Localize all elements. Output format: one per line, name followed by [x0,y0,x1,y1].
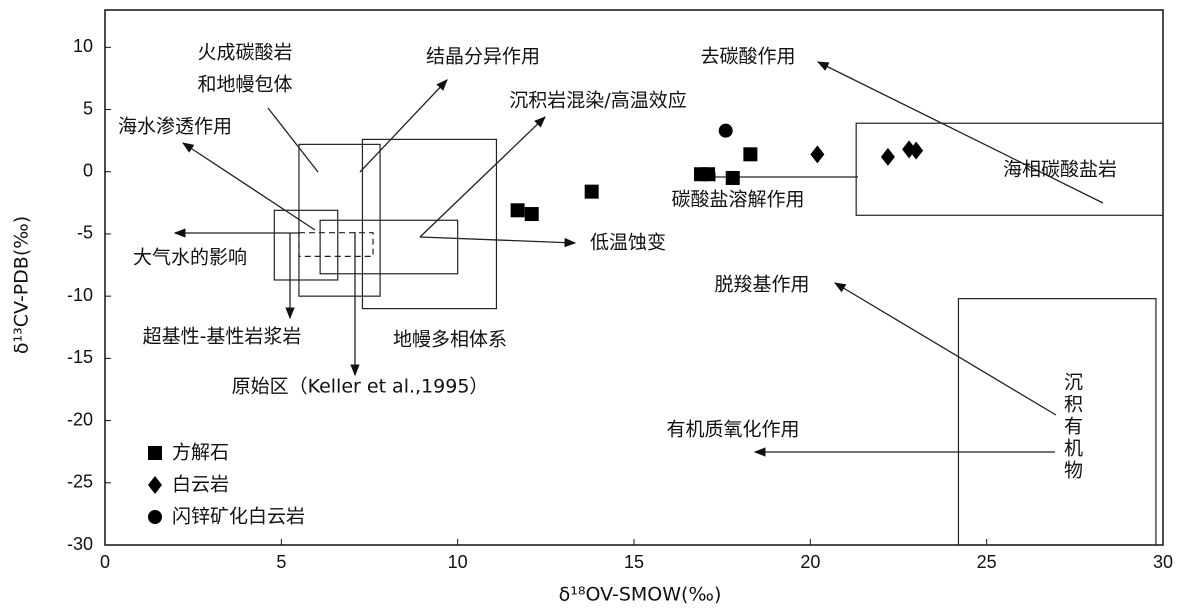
annotation: 沉积岩混染/高温效应 [509,90,686,112]
y-tick-label: -10 [67,285,93,305]
y-tick-label: -5 [77,223,93,243]
annotation: 和地幔包体 [197,74,292,96]
annotation: 脱羧基作用 [714,274,809,296]
region [273,209,339,281]
arrow [359,79,448,173]
annotations: 火成碳酸岩 和地幔包体 结晶分异作用 沉积岩混染/高温效应 海水渗透作用 大气水… [118,42,1117,483]
region [957,298,1157,546]
annotation: 沉积有机物 [1061,372,1083,482]
annotation: 去碳酸作用 [700,46,795,68]
point [725,170,740,185]
arrow [182,142,316,231]
annotation: 海水渗透作用 [118,116,232,138]
annotation: 原始区（Keller et al.,1995） [232,376,489,398]
annotation: 有机质氧化作用 [666,419,799,441]
x-tick-label: 25 [977,552,997,572]
region [361,138,498,310]
point [524,207,539,222]
arrow [419,236,577,248]
point [810,145,825,164]
y-tick-label: 0 [83,160,93,180]
point [510,203,525,218]
x-tick-label: 10 [448,552,468,572]
annotation: 结晶分异作用 [426,46,540,68]
region [298,232,374,257]
legend-marker [148,476,162,494]
annotation: 大气水的影响 [133,247,247,269]
y-tick-label: -30 [67,534,93,554]
region [855,122,1164,216]
point [718,123,733,138]
y-tick-label: 5 [83,98,93,118]
x-tick-label: 20 [800,552,820,572]
y-tick-label: -25 [67,472,93,492]
point [743,147,758,162]
annotation: 火成碳酸岩 [197,42,292,64]
annotation: 地幔多相体系 [393,329,507,351]
x-axis-label: δ¹⁸OV-SMOW(‰) [559,584,722,606]
point [701,167,716,182]
point [584,184,599,199]
point [880,147,895,166]
point [909,141,924,160]
y-axis-label: δ¹³CV-PDB(‰) [11,216,33,354]
arrow [419,116,546,238]
annotation: 低温蚀变 [590,232,666,254]
arrow [833,282,1057,416]
y-tick-label: -20 [67,409,93,429]
annotation: 超基性-基性岩浆岩 [143,326,302,348]
legend-label: 白云岩 [172,474,229,496]
x-tick-label: 5 [276,552,286,572]
x-tick-label: 0 [100,552,110,572]
x-tick-label: 15 [624,552,644,572]
y-tick-label: -15 [67,347,93,367]
arrow [816,61,1104,204]
x-tick-label: 30 [1153,552,1173,572]
pointer [267,107,319,173]
y-tick-label: 10 [73,36,93,56]
legend-marker [148,510,162,524]
legend-label: 闪锌矿化白云岩 [172,506,305,528]
legend-label: 方解石 [172,442,229,464]
region [319,219,459,275]
annotation: 海相碳酸盐岩 [1003,159,1117,181]
annotation: 碳酸盐溶解作用 [671,189,804,211]
legend-marker [148,446,162,460]
